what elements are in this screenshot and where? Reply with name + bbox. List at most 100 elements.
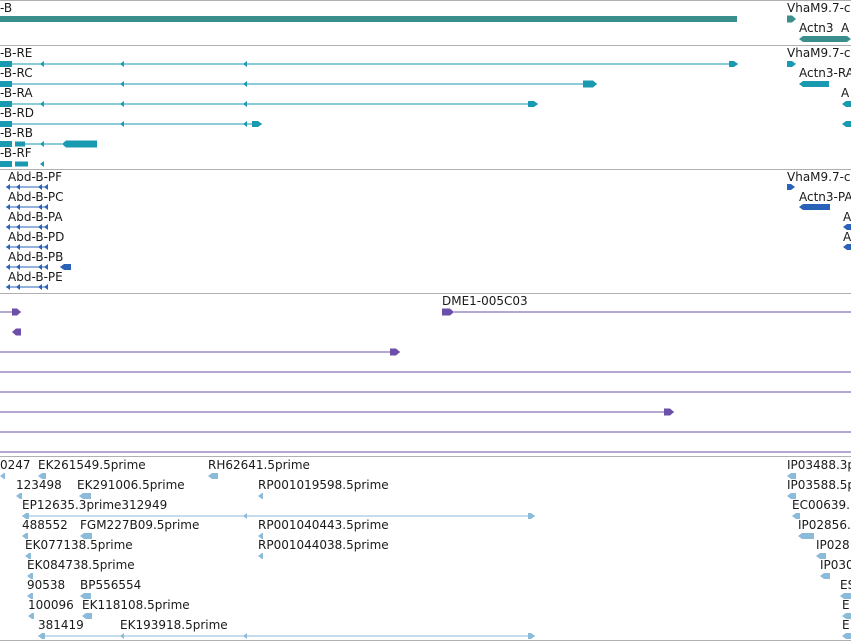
feature-label-vham9-7-c[interactable]: VhaM9.7-c — [787, 170, 851, 184]
feature-label-abd-b-pc[interactable]: Abd-B-PC — [8, 190, 64, 204]
transcript-exon[interactable] — [0, 141, 12, 147]
transcript-vham9-7-c[interactable] — [787, 61, 796, 67]
feature-label-a[interactable]: A — [841, 86, 850, 100]
feature-label-b-ra[interactable]: -B-RA — [0, 86, 33, 100]
protein-a[interactable] — [843, 224, 851, 230]
feature-label-abd-b-pe[interactable]: Abd-B-PE — [8, 270, 63, 284]
feature-label-actn3[interactable]: Actn3 — [799, 21, 834, 35]
est-block[interactable] — [27, 573, 33, 579]
feature-label-vham9-7-c[interactable]: VhaM9.7-c — [787, 46, 851, 60]
feature-label-vham9-7-c[interactable]: VhaM9.7-c — [787, 1, 851, 15]
feature-label-100096[interactable]: 100096 — [28, 598, 74, 612]
est-block[interactable] — [787, 473, 796, 479]
feature-label-ek193918-5prime[interactable]: EK193918.5prime — [120, 618, 228, 632]
feature-label-a[interactable]: A — [841, 21, 850, 35]
feature-label-0247[interactable]: 0247 — [0, 458, 31, 472]
clone-end[interactable] — [390, 348, 400, 356]
est-block[interactable] — [28, 613, 34, 619]
transcript-a[interactable] — [842, 121, 851, 127]
feature-label-rp001044038-5prime[interactable]: RP001044038.5prime — [258, 538, 389, 552]
feature-label-b-rd[interactable]: -B-RD — [0, 106, 35, 120]
est-block[interactable] — [27, 593, 33, 599]
gene-vham9-7-c[interactable] — [787, 15, 796, 23]
feature-label-ip02856[interactable]: IP02856. — [798, 518, 851, 532]
feature-label-381419[interactable]: 381419 — [38, 618, 84, 632]
est-block[interactable] — [528, 633, 535, 639]
clone-end[interactable] — [664, 408, 674, 416]
est-block[interactable] — [820, 573, 830, 579]
feature-label-abd-b-pf[interactable]: Abd-B-PF — [8, 170, 63, 184]
feature-label-rp001019598-5prime[interactable]: RP001019598.5prime — [258, 478, 389, 492]
est-block[interactable] — [0, 473, 5, 479]
clone-end[interactable] — [12, 308, 21, 316]
feature-label-actn3-pa[interactable]: Actn3-PA — [799, 190, 851, 204]
feature-label-ek261549-5prime[interactable]: EK261549.5prime — [38, 458, 146, 472]
est-block[interactable] — [842, 633, 851, 639]
est-block[interactable] — [798, 533, 814, 539]
feature-label-e[interactable]: E — [842, 598, 850, 612]
feature-label-488552[interactable]: 488552 — [22, 518, 68, 532]
transcript-actn3-ra[interactable] — [799, 81, 829, 87]
feature-label-rh62641-5prime[interactable]: RH62641.5prime — [208, 458, 310, 472]
feature-label-a[interactable]: A — [843, 230, 851, 244]
feature-label-ek077138-5prime[interactable]: EK077138.5prime — [25, 538, 133, 552]
feature-label-ec00639[interactable]: EC00639. — [792, 498, 850, 512]
est-block[interactable] — [82, 613, 92, 619]
feature-label-ip030[interactable]: IP030 — [820, 558, 851, 572]
feature-label-ek084738-5prime[interactable]: EK084738.5prime — [27, 558, 135, 572]
protein-block[interactable] — [60, 264, 71, 270]
feature-label-b-rf[interactable]: -B-RF — [0, 146, 32, 160]
est-block[interactable] — [16, 493, 22, 499]
feature-label-a[interactable]: A — [843, 210, 851, 224]
est-block[interactable] — [80, 533, 92, 539]
est-block[interactable] — [80, 593, 91, 599]
est-block[interactable] — [79, 493, 91, 499]
transcript-exon[interactable] — [62, 140, 97, 148]
feature-label-abd-b-pa[interactable]: Abd-B-PA — [8, 210, 63, 224]
feature-label-fgm227b09-5prime[interactable]: FGM227B09.5prime — [80, 518, 200, 532]
est-block[interactable] — [258, 553, 263, 559]
feature-label-e[interactable]: E — [842, 618, 850, 632]
feature-label-abd-b-pb[interactable]: Abd-B-PB — [8, 250, 64, 264]
feature-label-b-rb[interactable]: -B-RB — [0, 126, 34, 140]
feature-label-ep12635-3prime312949[interactable]: EP12635.3prime312949 — [22, 498, 168, 512]
clone-end[interactable] — [12, 328, 21, 336]
clone-dme1-005c03[interactable] — [442, 308, 454, 316]
est-block[interactable] — [25, 553, 31, 559]
feature-label-b-re[interactable]: -B-RE — [0, 46, 33, 60]
est-block[interactable] — [787, 493, 796, 499]
feature-label-ip03588-5p[interactable]: IP03588.5p — [787, 478, 851, 492]
feature-label-ek118108-5prime[interactable]: EK118108.5prime — [82, 598, 190, 612]
feature-label-actn3-ra[interactable]: Actn3-RA — [799, 66, 851, 80]
feature-label-dme1-005c03[interactable]: DME1-005C03 — [442, 294, 528, 308]
est-block[interactable] — [22, 533, 28, 539]
est-block[interactable] — [792, 513, 800, 519]
est-block[interactable] — [258, 493, 263, 499]
feature-label-es[interactable]: ES — [840, 578, 851, 592]
feature-label-90538[interactable]: 90538 — [27, 578, 66, 592]
est-block[interactable] — [258, 533, 263, 539]
transcript-exon[interactable] — [729, 61, 738, 67]
feature-label-bp556554[interactable]: BP556554 — [80, 578, 142, 592]
transcript-exon[interactable] — [0, 161, 12, 167]
feature-label-ip03488-3p[interactable]: IP03488.3p — [787, 458, 851, 472]
transcript-exon[interactable] — [252, 121, 262, 127]
feature-label-rp001040443-5prime[interactable]: RP001040443.5prime — [258, 518, 389, 532]
feature-label-123498[interactable]: 123498 — [16, 478, 62, 492]
feature-label-ek291006-5prime[interactable]: EK291006.5prime — [77, 478, 185, 492]
protein-a[interactable] — [843, 244, 851, 250]
est-block[interactable] — [208, 473, 218, 479]
feature-label-ip028[interactable]: IP028 — [816, 538, 850, 552]
feature-label-abd-b-pd[interactable]: Abd-B-PD — [8, 230, 65, 244]
protein-actn3-pa[interactable] — [799, 204, 830, 210]
transcript-exon[interactable] — [528, 101, 538, 107]
transcript-exon[interactable] — [583, 80, 597, 88]
transcript-a[interactable] — [842, 101, 851, 107]
est-block[interactable] — [842, 613, 851, 619]
feature-label-b-rc[interactable]: -B-RC — [0, 66, 33, 80]
est-block[interactable] — [528, 513, 535, 519]
feature-label-b[interactable]: -B — [0, 1, 13, 15]
gene-abd-b[interactable] — [0, 16, 737, 22]
est-block[interactable] — [816, 553, 826, 559]
est-block[interactable] — [38, 473, 46, 479]
